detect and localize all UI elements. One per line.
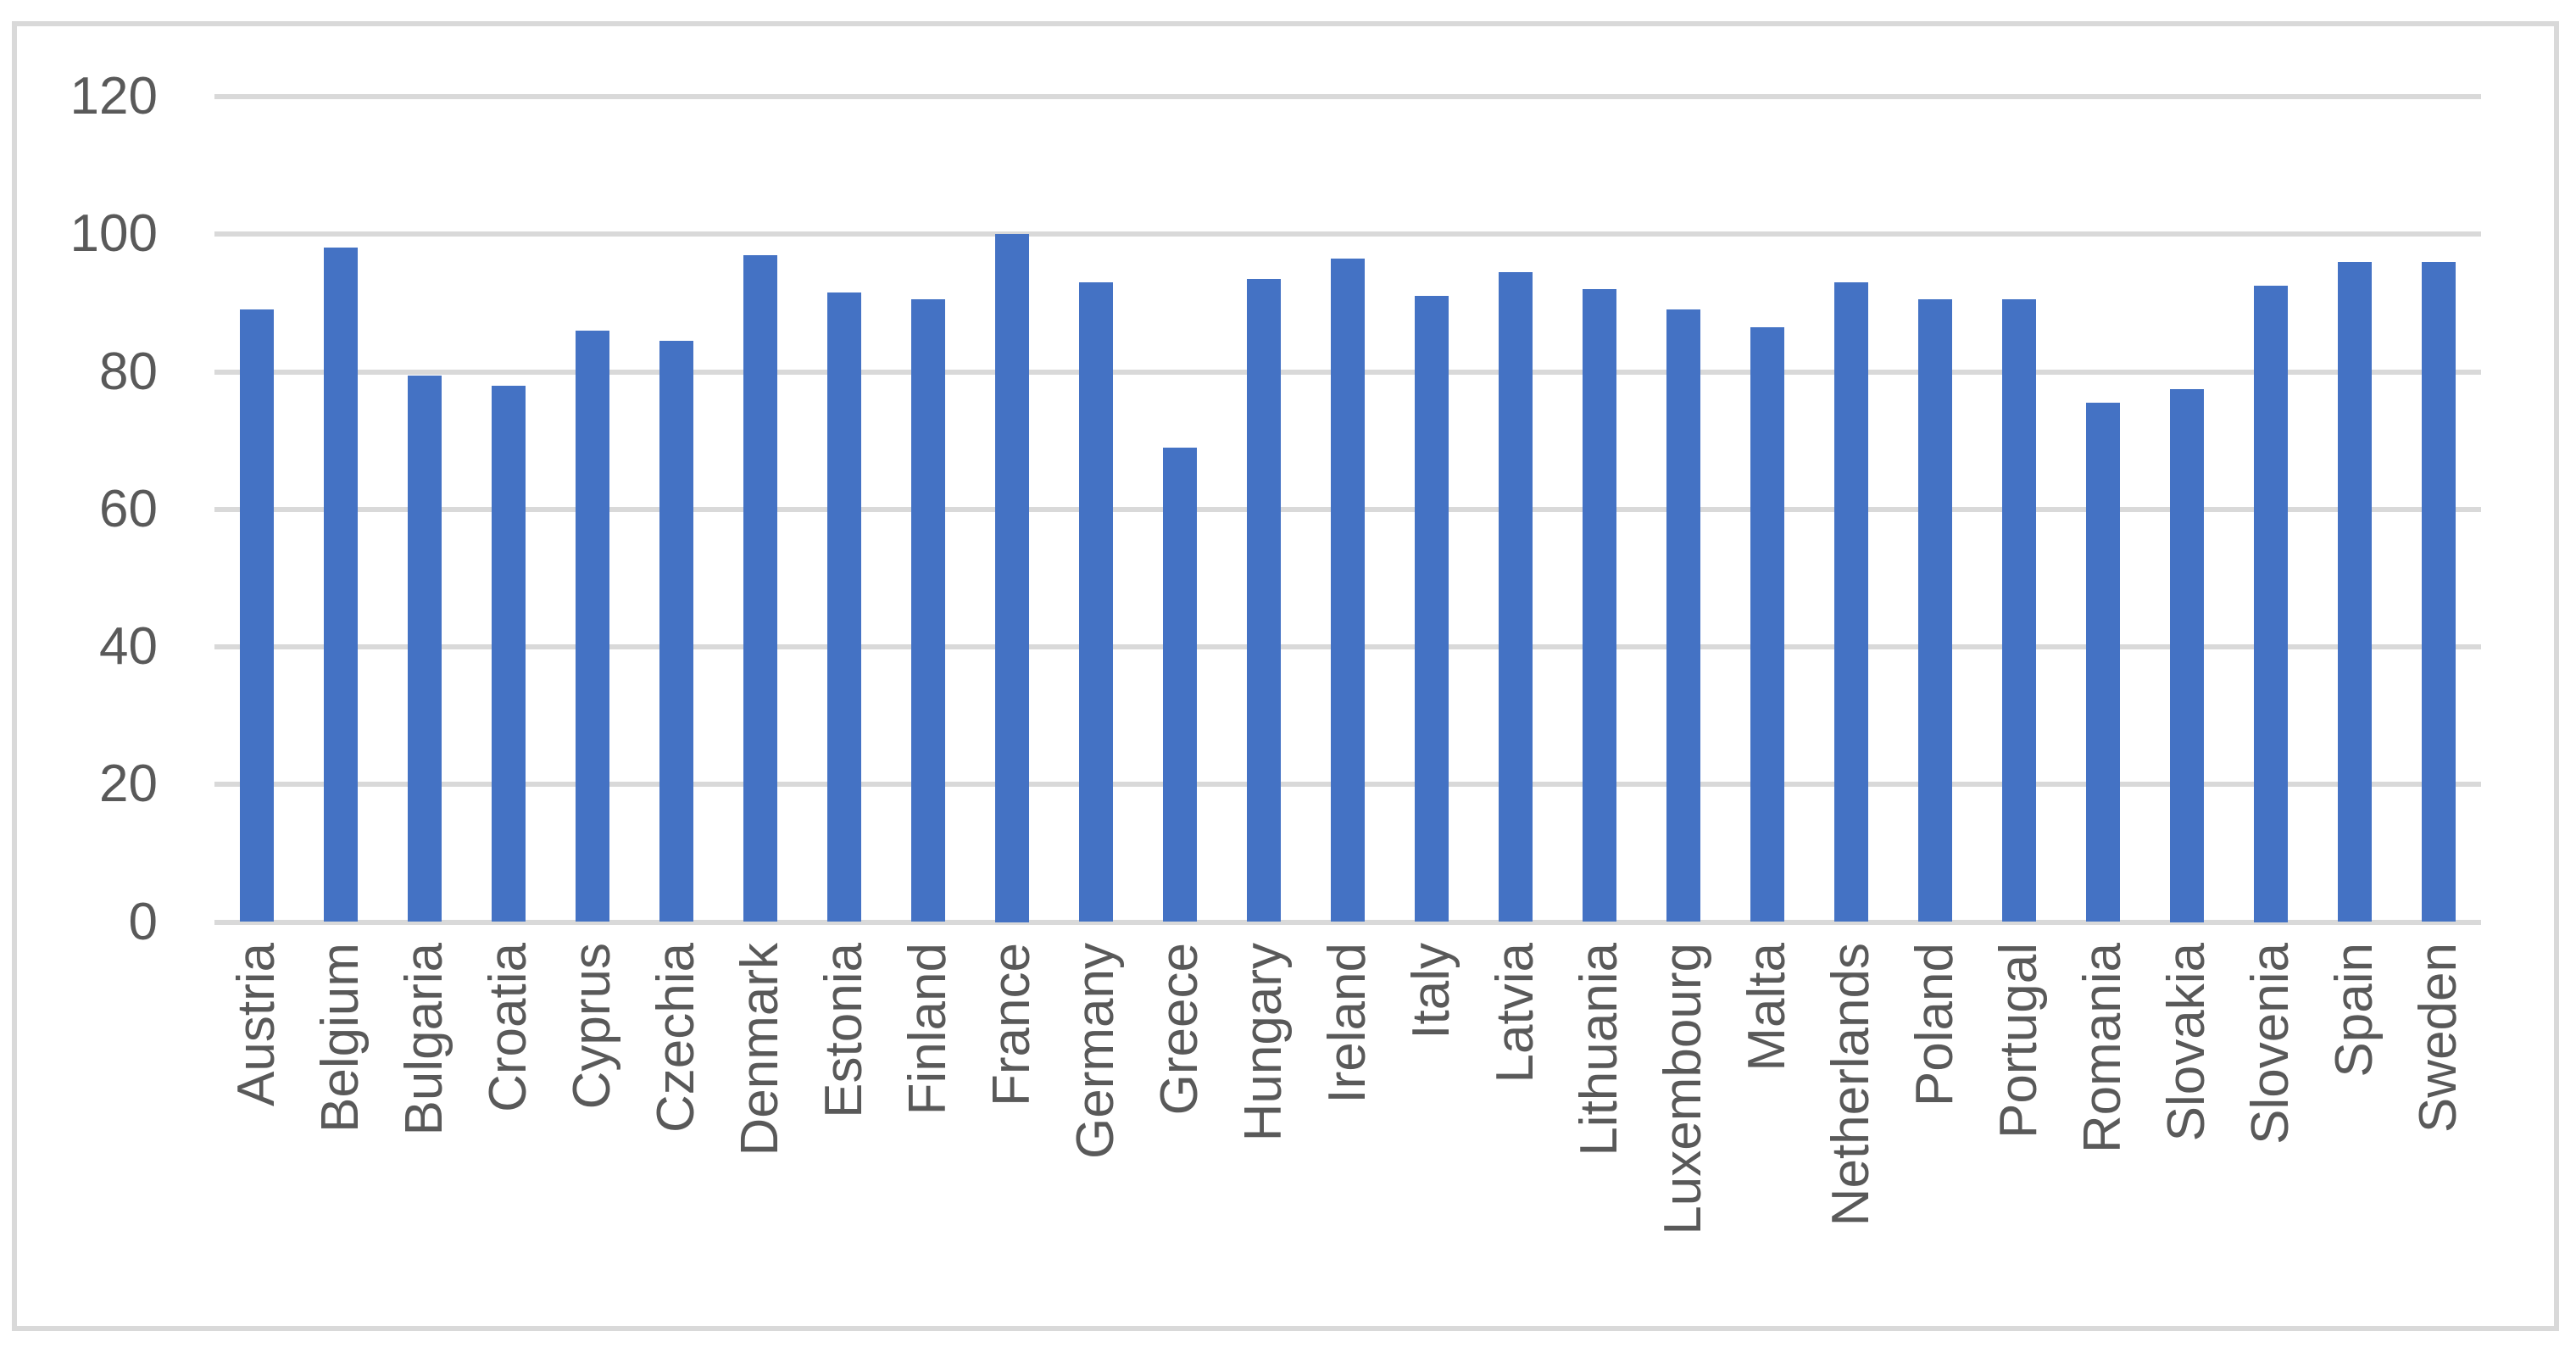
x-label-ireland: Ireland [1318, 943, 1377, 1104]
bar-romania [2086, 403, 2121, 922]
bar-croatia [491, 385, 526, 922]
x-label-czechia: Czechia [646, 943, 705, 1133]
bar-lithuania [1583, 289, 1617, 922]
x-label-croatia: Croatia [478, 943, 537, 1112]
x-label-sweden: Sweden [2409, 943, 2468, 1134]
bar-portugal [2002, 299, 2037, 922]
bar-estonia [826, 292, 861, 922]
bar-cyprus [575, 330, 609, 922]
y-tick-label-20: 20 [99, 755, 158, 814]
x-axis-line [214, 919, 2481, 925]
gridline-120 [214, 94, 2481, 99]
bar-denmark [743, 254, 777, 922]
x-label-malta: Malta [1738, 943, 1797, 1072]
x-label-slovenia: Slovenia [2241, 943, 2301, 1145]
x-label-romania: Romania [2073, 943, 2133, 1154]
x-label-cyprus: Cyprus [562, 943, 621, 1110]
bar-greece [1162, 447, 1197, 922]
x-label-netherlands: Netherlands [1822, 943, 1881, 1227]
x-label-slovakia: Slovakia [2157, 943, 2217, 1142]
y-tick-label-60: 60 [99, 479, 158, 538]
x-label-hungary: Hungary [1233, 943, 1293, 1142]
x-label-france: France [982, 943, 1041, 1106]
bar-spain [2338, 261, 2373, 922]
gridline-100 [214, 231, 2481, 237]
bar-czechia [659, 340, 693, 922]
bar-hungary [1246, 278, 1281, 922]
bar-germany [1078, 282, 1113, 922]
y-tick-label-0: 0 [128, 892, 158, 951]
x-label-luxembourg: Luxembourg [1654, 943, 1713, 1235]
bar-finland [910, 299, 945, 922]
x-label-germany: Germany [1065, 943, 1125, 1159]
bar-luxembourg [1666, 309, 1701, 922]
x-label-austria: Austria [226, 943, 286, 1106]
x-label-poland: Poland [1906, 943, 1965, 1107]
x-label-estonia: Estonia [814, 943, 873, 1118]
bar-france [994, 234, 1029, 922]
x-label-latvia: Latvia [1486, 943, 1545, 1083]
bar-ireland [1331, 258, 1365, 922]
y-tick-label-40: 40 [99, 617, 158, 676]
bar-bulgaria [407, 375, 442, 922]
bar-slovenia [2254, 286, 2289, 922]
bar-sweden [2422, 261, 2456, 922]
bar-austria [239, 309, 274, 922]
bar-belgium [323, 248, 358, 922]
x-label-greece: Greece [1149, 943, 1209, 1116]
x-label-lithuania: Lithuania [1570, 943, 1629, 1156]
bar-poland [1918, 299, 1953, 922]
x-label-italy: Italy [1402, 943, 1461, 1039]
y-tick-label-120: 120 [70, 67, 158, 125]
bar-slovakia [2170, 388, 2205, 922]
bar-malta [1750, 326, 1785, 922]
x-label-bulgaria: Bulgaria [394, 943, 453, 1136]
x-label-belgium: Belgium [310, 943, 370, 1133]
y-tick-label-80: 80 [99, 342, 158, 401]
bar-latvia [1499, 271, 1533, 922]
bar-netherlands [1834, 282, 1869, 922]
x-label-spain: Spain [2325, 943, 2384, 1078]
x-label-finland: Finland [898, 943, 957, 1116]
x-label-denmark: Denmark [730, 943, 789, 1156]
y-tick-label-100: 100 [70, 204, 158, 264]
bar-italy [1415, 296, 1449, 922]
x-label-portugal: Portugal [1989, 943, 2049, 1139]
